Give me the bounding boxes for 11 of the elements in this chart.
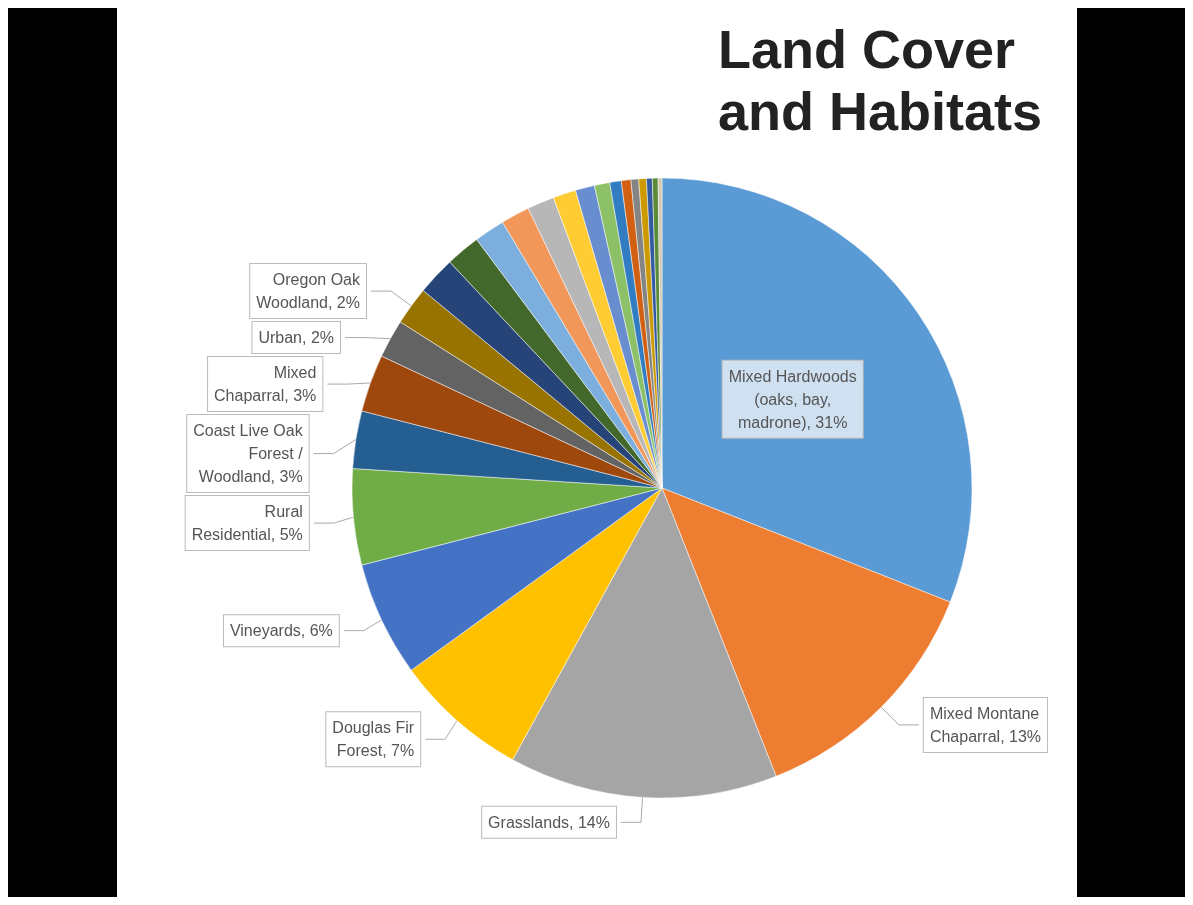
slice-label: Oregon Oak Woodland, 2% [255, 271, 361, 312]
slice-label: Mixed Chaparral, 3% [213, 364, 316, 405]
slice-label: Grasslands, 14% [487, 813, 610, 831]
slice-label: Mixed Hardwoods (oaks, bay, madrone), 31% [728, 367, 857, 431]
slice-label: Rural Residential, 5% [191, 503, 303, 544]
slice-label: Douglas Fir Forest, 7% [331, 719, 415, 760]
chart-title: Land Cover and Habitats [717, 19, 1042, 141]
slice-label: Urban, 2% [257, 329, 334, 347]
slice-label: Mixed Montane Chaparral, 13% [929, 704, 1041, 745]
slice-label: Vineyards, 6% [229, 622, 333, 640]
slice-label: Coast Live Oak Forest / Woodland, 3% [192, 422, 304, 486]
